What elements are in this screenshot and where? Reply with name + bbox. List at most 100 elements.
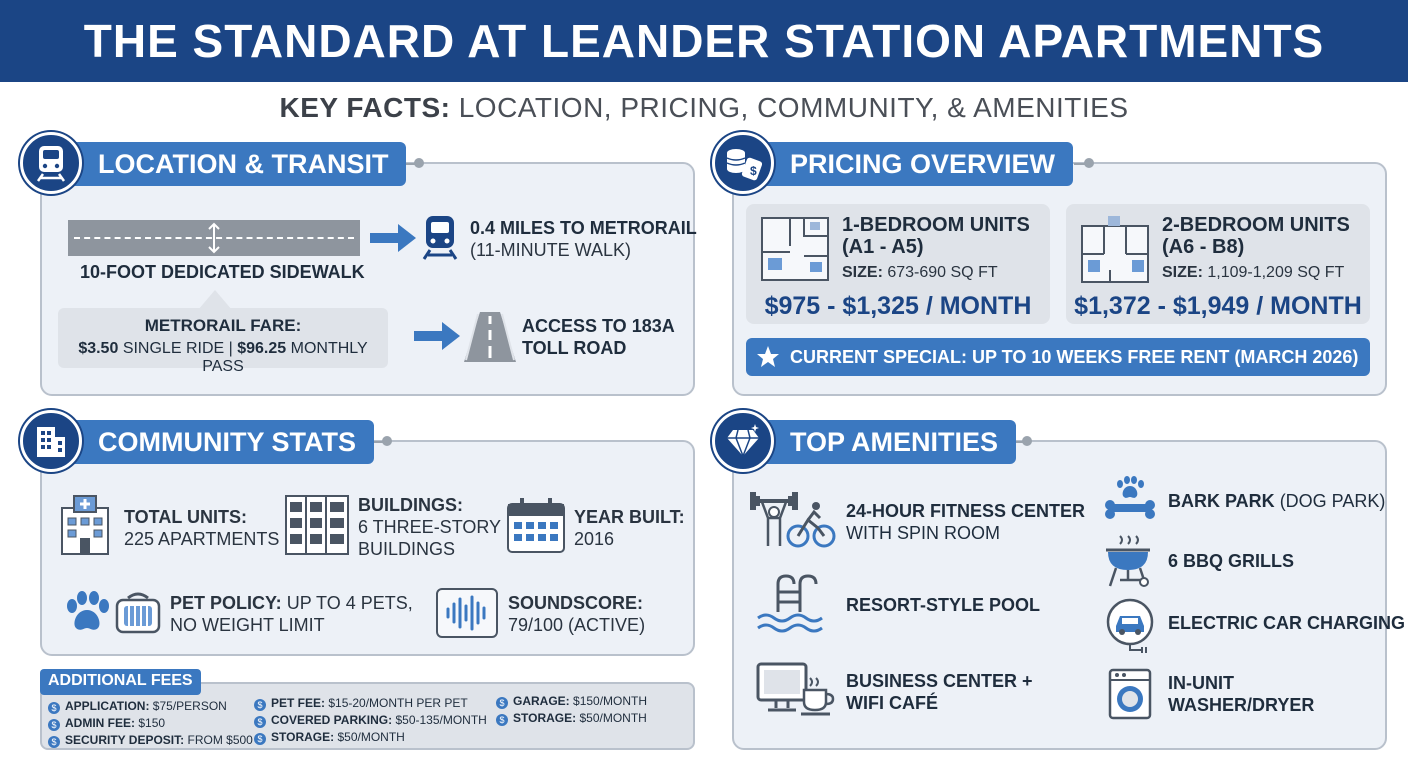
fees-title: ADDITIONAL FEES (40, 669, 201, 695)
washer-line1: IN-UNIT (1168, 673, 1234, 693)
dollar-coin-icon: $ (48, 736, 60, 748)
train-icon (422, 216, 458, 260)
unit-1br-title-line2: (A1 - A5) (842, 236, 924, 258)
paw-icon (67, 591, 109, 630)
total-units-value: 225 APARTMENTS (124, 529, 280, 549)
grill-icon (1106, 535, 1150, 587)
floorplan-icon (1081, 216, 1149, 283)
business-line1: BUSINESS CENTER + (846, 671, 1033, 691)
metro-distance: 0.4 MILES TO METRORAIL (470, 218, 697, 238)
fitness-line2: WITH SPIN ROOM (846, 523, 1000, 543)
unit-1br-price: $975 - $1,325 / MONTH (764, 292, 1032, 320)
unit-card-2br: 2-BEDROOM UNITS (A6 - B8) SIZE: 1,109-1,… (1066, 204, 1370, 324)
dollar-coin-icon: $ (496, 697, 508, 709)
arrow-right-icon (370, 224, 416, 252)
arrow-right-icon (414, 322, 460, 350)
current-special-text: CURRENT SPECIAL: UP TO 10 WEEKS FREE REN… (790, 346, 1359, 367)
sidewalk-label: 10-FOOT DEDICATED SIDEWALK (80, 262, 365, 282)
train-icon (20, 132, 82, 194)
dollar-coin-icon: $ (254, 733, 266, 745)
page-title: THE STANDARD AT LEANDER STATION APARTMEN… (83, 15, 1325, 67)
fee-item: $ GARAGE: $150/MONTH (496, 694, 647, 709)
sidewalk-graphic (68, 220, 360, 256)
fee-item: $ STORAGE: $50/MONTH (496, 711, 647, 726)
amenities-title-dot (1022, 436, 1032, 446)
dumbbell-icon (750, 492, 798, 546)
pool-label: RESORT-STYLE POOL (846, 595, 1041, 615)
fare-separator: | (228, 340, 233, 357)
fee-item: $ APPLICATION: $75/PERSON (48, 699, 227, 714)
fee-item: $ COVERED PARKING: $50-135/MONTH (254, 713, 487, 728)
unit-2br-price: $1,372 - $1,949 / MONTH (1074, 292, 1362, 320)
pet-carrier-icon (115, 592, 161, 634)
subtitle-bold: KEY FACTS: (279, 92, 451, 123)
pricing-title: PRICING OVERVIEW (750, 142, 1074, 186)
toll-line2: TOLL ROAD (522, 338, 627, 358)
pointer-triangle (198, 290, 232, 310)
dollar-coin-icon: $ (496, 714, 508, 726)
diamond-icon (712, 410, 774, 472)
fee-item: $ PET FEE: $15-20/MONTH PER PET (254, 696, 468, 711)
unit-2br-title-line1: 2-BEDROOM UNITS (1162, 214, 1350, 236)
coffee-icon (801, 677, 835, 716)
buildings-label: BUILDINGS: (358, 495, 463, 515)
bone-icon (1105, 476, 1155, 519)
fee-item: $ SECURITY DEPOSIT: FROM $500 (48, 733, 253, 748)
computer-icon (756, 662, 808, 712)
fare-monthly-value: $96.25 (237, 340, 287, 357)
community-title: COMMUNITY STATS (58, 420, 374, 464)
buildings-line2: BUILDINGS (358, 539, 456, 559)
unit-1br-size: SIZE: 673-690 SQ FT (842, 264, 998, 281)
fitness-line1: 24-HOUR FITNESS CENTER (846, 501, 1086, 521)
location-title: LOCATION & TRANSIT (58, 142, 407, 186)
year-built-value: 2016 (574, 529, 615, 549)
coins-icon: $ (712, 132, 774, 194)
ev-label: ELECTRIC CAR CHARGING (1168, 613, 1405, 633)
dollar-coin-icon: $ (254, 699, 266, 711)
pricing-title-dot (1084, 158, 1094, 168)
unit-2br-size: SIZE: 1,109-1,209 SQ FT (1162, 264, 1345, 281)
building-icon (20, 410, 82, 472)
header-banner: THE STANDARD AT LEANDER STATION APARTMEN… (0, 0, 1408, 82)
business-line2: WIFI CAFÉ (846, 693, 938, 713)
year-built-label: YEAR BUILT: (574, 507, 685, 527)
road-icon (464, 312, 516, 362)
fare-title: METRORAIL FARE: (144, 316, 302, 335)
amenities-panel (732, 440, 1387, 750)
unit-2br-title-line2: (A6 - B8) (1162, 236, 1245, 258)
bark-park-label: BARK PARK (DOG PARK) (1168, 491, 1386, 511)
ev-car-icon (1106, 598, 1154, 653)
amenities-title: TOP AMENITIES (750, 420, 1017, 464)
bbq-label: 6 BBQ GRILLS (1168, 551, 1295, 571)
fare-monthly-label: MONTHLY PASS (202, 340, 368, 375)
soundscore-label: SOUNDSCORE: (508, 593, 644, 613)
fare-single-label: SINGLE RIDE (122, 340, 225, 357)
washer-line2: WASHER/DRYER (1168, 695, 1315, 715)
community-title-line (372, 441, 386, 443)
dollar-coin-icon: $ (254, 716, 266, 728)
unit-1br-title-line1: 1-BEDROOM UNITS (842, 214, 1030, 236)
toll-line1: ACCESS TO 183A (522, 316, 675, 336)
metro-walk: (11-MINUTE WALK) (470, 240, 632, 260)
hospital-building-icon (61, 495, 109, 555)
location-title-line (400, 163, 418, 165)
dollar-coin-icon: $ (48, 702, 60, 714)
current-special-banner: CURRENT SPECIAL: UP TO 10 WEEKS FREE REN… (746, 338, 1370, 376)
pricing-title-line (1074, 163, 1088, 165)
fee-item: $ STORAGE: $50/MONTH (254, 730, 405, 745)
page-subtitle: KEY FACTS: LOCATION, PRICING, COMMUNITY,… (0, 92, 1408, 124)
pet-policy-line1: PET POLICY: UP TO 4 PETS, (170, 593, 413, 613)
community-title-dot (382, 436, 392, 446)
apartment-buildings-icon (285, 495, 349, 555)
buildings-line1: 6 THREE-STORY (358, 517, 502, 537)
total-units-label: TOTAL UNITS: (124, 507, 247, 527)
subtitle-rest: LOCATION, PRICING, COMMUNITY, & AMENITIE… (458, 92, 1129, 123)
pool-ladder-icon (757, 574, 823, 633)
star-icon (757, 346, 779, 367)
fare-box: METRORAIL FARE: $3.50 SINGLE RIDE | $96.… (58, 308, 388, 375)
floorplan-icon (761, 217, 829, 281)
sound-wave-icon (436, 588, 498, 638)
washer-icon (1108, 668, 1152, 720)
fee-item: $ ADMIN FEE: $150 (48, 716, 165, 731)
calendar-icon (507, 498, 565, 553)
